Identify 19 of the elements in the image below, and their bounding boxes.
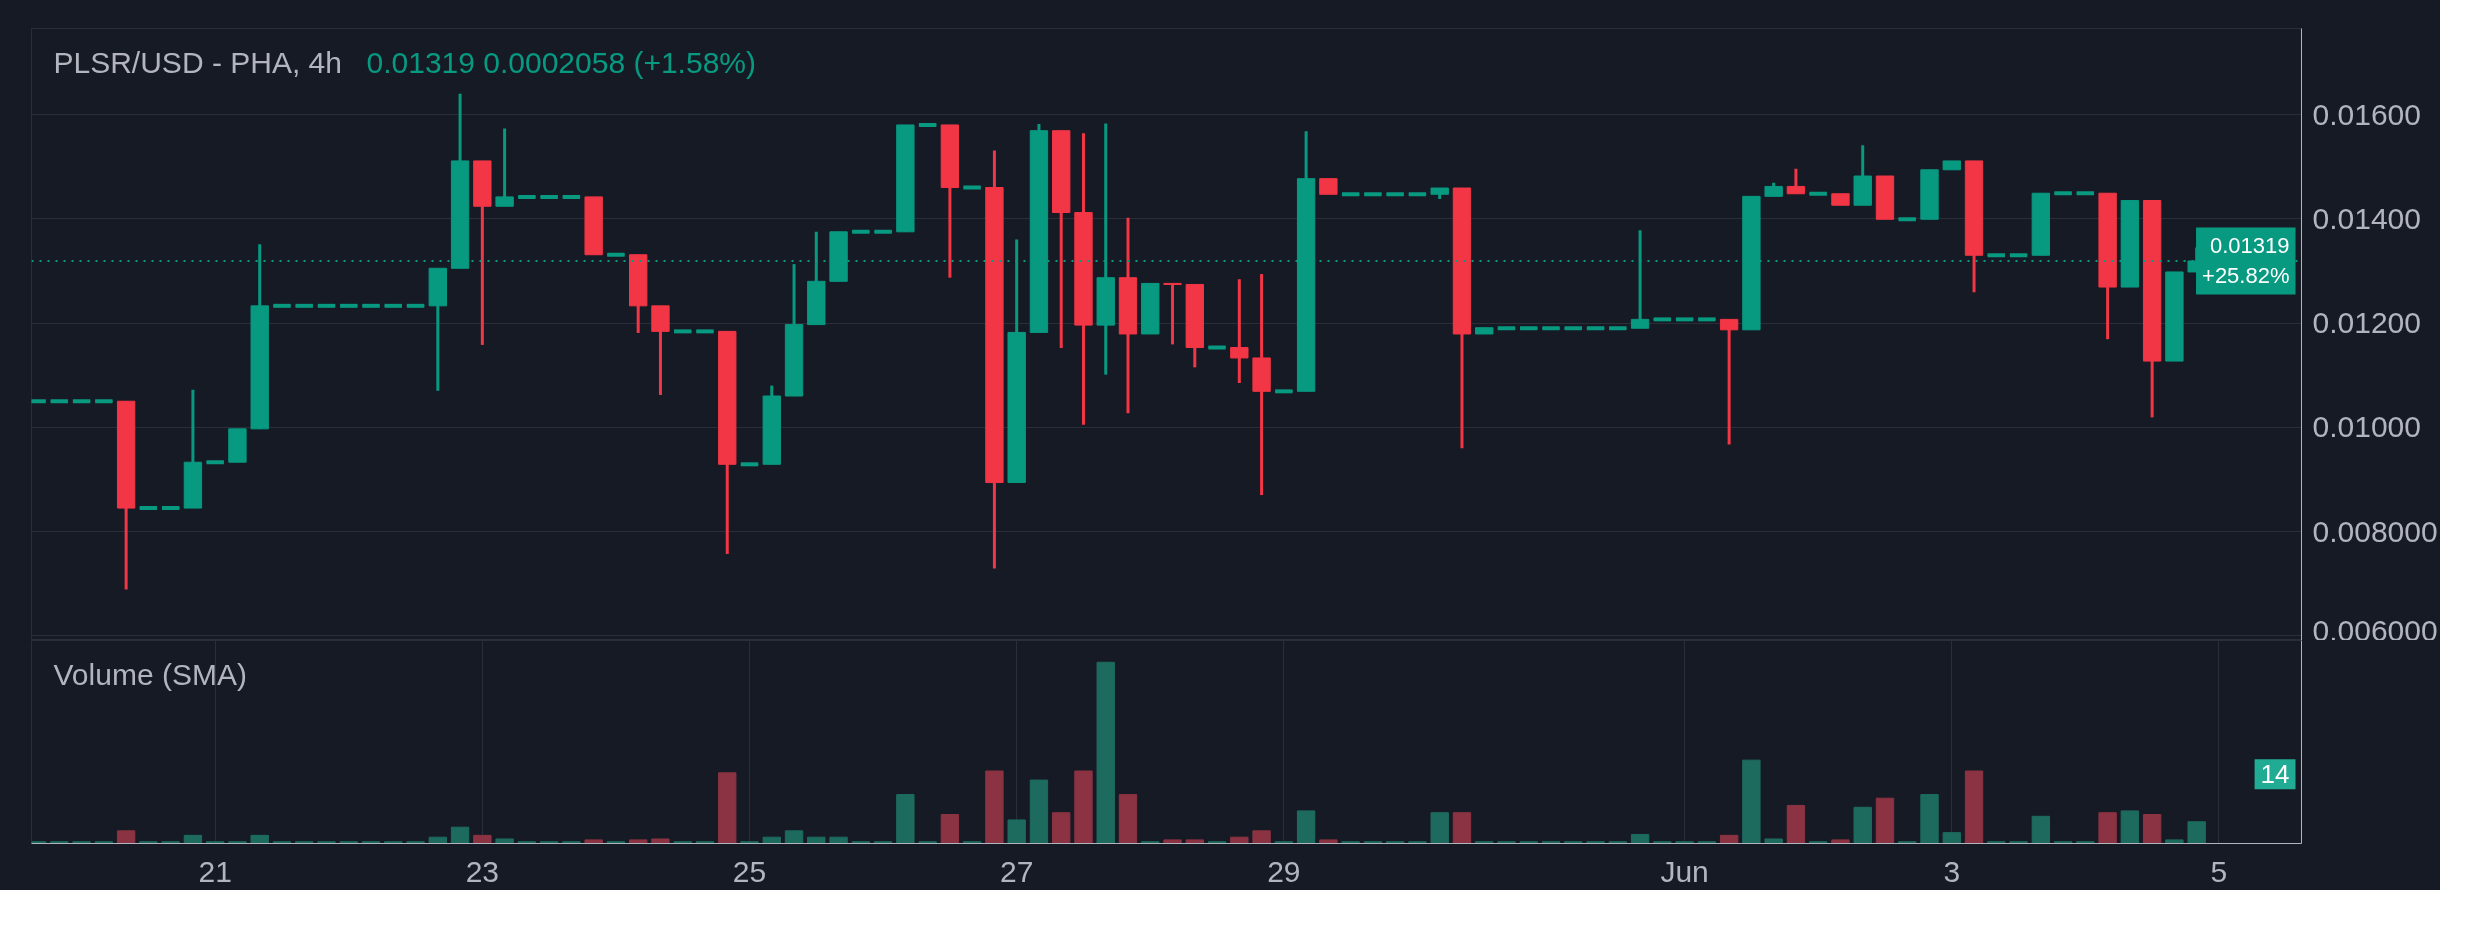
text: PLSR/USD - PHA, 4h [53,45,342,79]
x-tick-label: 27 [1000,854,1034,888]
y-tick-label: 0.008000 [2312,514,2438,548]
x-tick-label: 25 [732,854,767,888]
chart-title: Volume (SMA) [53,657,247,691]
x-tick-label: 23 [465,854,500,888]
x-tick-label: 3 [1943,854,1961,888]
annotation: 14 [2260,759,2290,790]
x-tick-label: 5 [2210,854,2228,888]
y-tick-label: 0.01200 [2312,306,2421,340]
y-tick-label: 0.006000 [2312,613,2438,647]
text: 0.01319 0.0002058 (+1.58%) [366,45,756,79]
y-tick-label: 0.01000 [2312,410,2421,444]
y-tick-label: 0.01400 [2312,201,2421,235]
x-tick-label: Jun [1660,854,1709,888]
x-tick-label: 29 [1267,854,1301,888]
y-tick-label: 0.01600 [2312,97,2421,131]
ref-line-label: 0.01319 +25.82% [2202,233,2290,289]
x-tick-label: 21 [198,854,232,888]
